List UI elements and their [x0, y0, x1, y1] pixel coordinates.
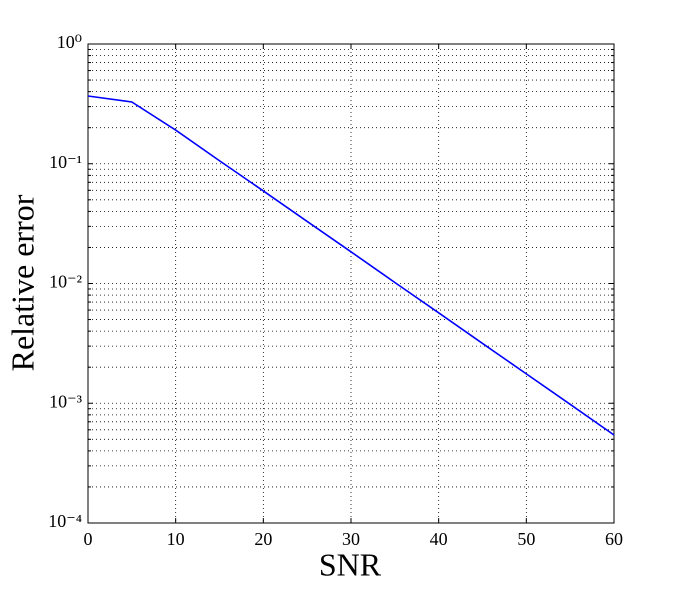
- x-tick-label: 60: [605, 529, 623, 549]
- x-axis-label: SNR: [319, 546, 382, 582]
- x-tick-label: 0: [84, 529, 93, 549]
- y-axis-label: Relative error: [4, 194, 40, 371]
- data-line: [87, 95, 615, 436]
- x-tick-label: 10: [167, 529, 185, 549]
- x-tick-label: 50: [517, 529, 535, 549]
- plot-frame: [87, 43, 615, 524]
- y-tick-label: 10⁰: [57, 32, 82, 52]
- y-tick-label: 10⁻⁴: [48, 511, 82, 531]
- x-tick-label: 40: [430, 529, 448, 549]
- x-tick-label: 30: [342, 529, 360, 549]
- y-tick-label: 10⁻²: [49, 272, 82, 292]
- y-tick-label: 10⁻³: [49, 391, 83, 411]
- x-tick-label: 20: [254, 529, 272, 549]
- y-tick-label: 10⁻¹: [49, 152, 82, 172]
